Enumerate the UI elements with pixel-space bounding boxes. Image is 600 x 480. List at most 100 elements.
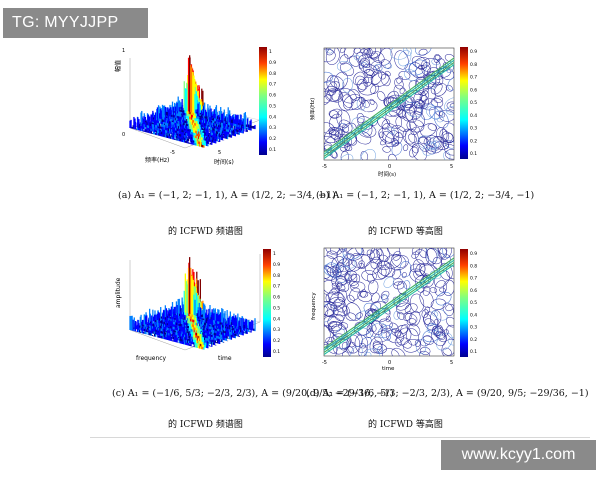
- contour-mark: [335, 258, 351, 276]
- svg-text:1: 1: [122, 48, 125, 54]
- figure-bottom-rule: [90, 437, 590, 438]
- contour-mark: [336, 109, 351, 129]
- colorbar-tick-label: 0.1: [470, 151, 477, 157]
- panel-c-zlabel: amplitude: [115, 277, 122, 308]
- contour-mark: [369, 249, 380, 264]
- contour-mark: [425, 248, 438, 265]
- contour-mark: [325, 248, 343, 256]
- contour-mark: [325, 48, 340, 66]
- contour-mark: [380, 59, 392, 69]
- contour-mark: [358, 96, 366, 104]
- contour-mark: [372, 340, 383, 353]
- contour-mark: [419, 290, 434, 308]
- svg-text:0: 0: [388, 360, 391, 366]
- contour-mark: [377, 266, 387, 279]
- contour-mark: [396, 327, 412, 346]
- contour-mark: [418, 137, 428, 144]
- contour-mark: [359, 343, 366, 349]
- contour-mark: [324, 266, 337, 281]
- contour-mark: [358, 59, 371, 73]
- contour-mark: [348, 88, 361, 101]
- contour-mark: [329, 108, 343, 119]
- contour-mark: [391, 254, 407, 268]
- colorbar-tick-label: 0.6: [273, 295, 280, 301]
- contour-mark: [344, 259, 357, 272]
- contour-ridge: [324, 59, 454, 155]
- contour-mark: [418, 48, 428, 56]
- contour-mark: [354, 334, 369, 353]
- panel-a-surface-plot: 幅值 1 0 频率(Hz) 时间(s) -5 5: [114, 48, 261, 166]
- contour-mark: [382, 146, 391, 153]
- contour-mark: [442, 279, 454, 296]
- contour-mark: [344, 270, 357, 281]
- svg-text:-5: -5: [170, 150, 175, 156]
- contour-mark: [433, 96, 443, 103]
- contour-mark: [387, 94, 406, 109]
- panel-a-xlabel: 时间(s): [214, 158, 234, 166]
- contour-mark: [324, 127, 343, 144]
- contour-mark: [445, 148, 454, 160]
- contour-mark: [393, 281, 405, 290]
- contour-mark: [394, 324, 408, 338]
- contour-mark: [399, 87, 405, 95]
- contour-mark: [324, 325, 331, 343]
- contour-mark: [422, 329, 440, 343]
- contour-mark: [395, 330, 401, 339]
- contour-mark: [436, 332, 453, 351]
- contour-mark: [330, 302, 348, 317]
- contour-mark: [366, 48, 383, 59]
- contour-mark: [337, 92, 352, 112]
- contour-mark: [449, 103, 454, 109]
- contour-mark: [377, 248, 383, 256]
- contour-mark: [393, 132, 403, 145]
- contour-mark: [343, 94, 363, 111]
- colorbar-tick-label: 0.9: [470, 251, 477, 257]
- contour-mark: [324, 71, 334, 83]
- contour-mark: [396, 76, 403, 84]
- contour-mark: [447, 77, 454, 91]
- contour-ridge: [324, 264, 454, 356]
- panel-a-caption: (a) A₁ = (−1, 2; −1, 1), A = (1/2, 2; −3…: [118, 190, 336, 201]
- contour-mark: [397, 311, 405, 320]
- contour-mark: [342, 124, 349, 133]
- contour-mark: [444, 97, 454, 113]
- colorbar-tick-label: 0.4: [470, 312, 477, 318]
- contour-mark: [382, 123, 400, 139]
- contour-mark: [385, 329, 404, 344]
- contour-mark: [355, 248, 375, 256]
- contour-mark: [434, 280, 447, 297]
- contour-mark: [384, 130, 400, 148]
- contour-mark: [402, 339, 421, 353]
- colorbar-tick-label: 0.9: [273, 262, 280, 268]
- contour-mark: [351, 253, 371, 269]
- contour-mark: [443, 144, 454, 156]
- colorbar-tick-label: 0.2: [273, 338, 280, 344]
- contour-mark: [367, 308, 376, 317]
- panel-d-ylabel: frequency: [311, 292, 317, 320]
- contour-mark: [360, 99, 378, 113]
- contour-mark: [381, 131, 395, 143]
- contour-mark: [349, 287, 361, 301]
- contour-mark: [360, 121, 373, 137]
- contour-mark: [357, 116, 374, 130]
- contour-mark: [346, 248, 364, 256]
- contour-ridge: [324, 261, 454, 353]
- panel-b-colorbar: 0.9 0.8 0.7 0.6 0.5 0.4 0.3 0.2 0.1: [460, 47, 477, 159]
- contour-mark: [405, 109, 417, 123]
- contour-mark: [326, 74, 340, 93]
- contour-mark: [324, 305, 329, 317]
- contour-mark: [380, 263, 393, 276]
- contour-mark: [383, 276, 395, 288]
- colorbar-tick-label: 0.8: [269, 71, 276, 77]
- contour-mark: [348, 273, 361, 287]
- contour-mark: [324, 293, 330, 303]
- contour-mark: [342, 77, 353, 93]
- contour-mark: [424, 306, 430, 314]
- contour-mark: [335, 278, 350, 292]
- contour-mark: [414, 57, 431, 69]
- contour-mark: [386, 248, 401, 257]
- contour-mark: [357, 290, 372, 302]
- contour-mark: [446, 324, 454, 341]
- colorbar-tick-label: 0.4: [470, 113, 477, 119]
- contour-mark: [356, 113, 365, 124]
